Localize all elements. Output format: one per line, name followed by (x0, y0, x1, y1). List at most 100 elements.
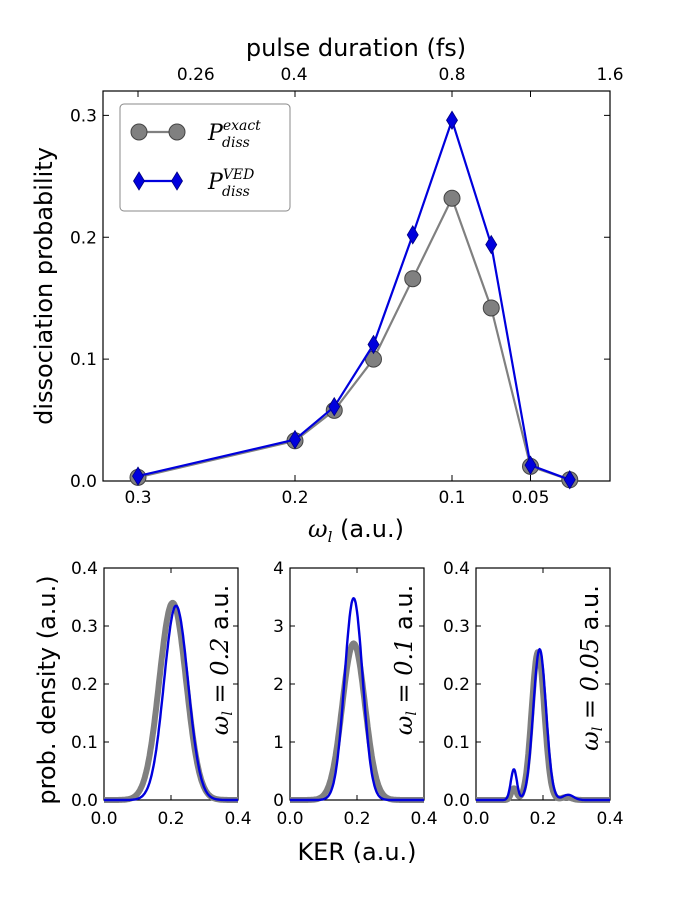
main-point-VED (446, 110, 458, 131)
main-top-axis-title: pulse duration (fs) (246, 34, 466, 62)
ker-x-axis-title: KER (a.u.) (297, 838, 416, 866)
ker-panel-a-x-tick-label: 0.4 (224, 809, 251, 829)
main-x-tick-label: 0.2 (281, 488, 308, 508)
ker-panel-b-x-tick-label: 0.4 (410, 809, 437, 829)
main-x-axis-title: ωl (a.u.) (308, 515, 404, 546)
ker-panel-c-series (473, 648, 613, 803)
ker-panel-c-annotation-sub: l (590, 727, 606, 731)
ker-panel-c-x-tick-label: 0.2 (529, 809, 556, 829)
legend-ved-sub: diss (222, 184, 250, 200)
main-x-tick-label: 0.1 (438, 488, 465, 508)
main-point-VED (406, 225, 419, 245)
main-top-tick-label: 1.6 (596, 65, 623, 85)
legend-exact-sup: exact (223, 118, 261, 134)
legend-exact-sub: diss (222, 135, 250, 151)
ker-panel-a-y-tick-label: 0.0 (71, 791, 98, 811)
main-point-exact (482, 299, 500, 317)
ker-panel-a-series (101, 599, 241, 803)
legend-ved-main: P (207, 170, 224, 195)
main-top-tick-label: 0.4 (280, 65, 307, 85)
main-point-VED (563, 470, 576, 490)
ker-panel-b-annotation: ωl = 0.1 a.u. (390, 585, 420, 735)
ker-panel-a-annotation-unit: a.u. (206, 585, 234, 638)
ker-panel-b-y-tick-label: 1 (273, 733, 284, 753)
ker-panel-b-y-tick-label: 2 (273, 675, 284, 695)
legend: Pexact diss PVED diss (119, 103, 291, 212)
ker-panel-c-y-tick-label: 0.4 (443, 559, 470, 579)
ker-panel-a-y-tick-label: 0.4 (71, 559, 98, 579)
ker-panel-b-series (287, 597, 427, 803)
ker-panel-a-annotation: ωl = 0.2 a.u. (206, 585, 236, 735)
ker-panel-b-x-tick-label: 0.2 (343, 809, 370, 829)
ker-panel-a-annotation-symbol: ω (206, 716, 234, 736)
pA-curve-VED (103, 604, 239, 802)
pB-curve-VED (289, 597, 425, 802)
main-y-tick-label: 0.1 (70, 350, 97, 370)
ker-panel-a-annotation-sub: l (220, 711, 236, 715)
ker-panel-a-y-tick-label: 0.2 (71, 675, 98, 695)
ker-panel-c-y-tick-label: 0.0 (443, 791, 470, 811)
legend-exact-label: Pexact diss (207, 118, 261, 151)
main-point-VED (367, 334, 380, 355)
ker-panel-c-x-tick-label: 0.0 (462, 809, 489, 829)
main-point-VED (289, 429, 301, 450)
legend-box (119, 103, 291, 212)
main-series (129, 110, 579, 490)
ker-panel-a: 0.0 0.1 0.2 0.3 0.4 0.0 0.2 0.4 ωl = 0.2… (33, 559, 252, 829)
legend-ved-marker (171, 171, 183, 191)
ker-panel-c: 0.0 0.1 0.2 0.3 0.4 0.0 0.2 0.4 ωl = 0.0… (443, 559, 624, 829)
ker-panel-b-y-tick-label: 0 (273, 791, 284, 811)
ker-panel-b-annotation-unit: a.u. (390, 585, 418, 638)
main-x-tick-label: 0.3 (124, 488, 151, 508)
main-x-tick-label: 0.05 (512, 488, 550, 508)
ker-panel-b-annotation-sub: l (404, 711, 420, 715)
legend-exact-main: P (207, 121, 224, 146)
main-y-tick-label: 0.2 (70, 228, 97, 248)
ker-panel-a-annotation-value: = 0.2 (206, 638, 234, 712)
main-y-tick-label: 0.0 (70, 472, 97, 492)
ker-panel-c-annotation: ωl = 0.05 a.u. (576, 585, 606, 751)
ker-panel-a-y-tick-label: 0.1 (71, 733, 98, 753)
ker-panel-b-y-tick-label: 4 (273, 559, 284, 579)
main-y-tick-label: 0.3 (70, 106, 97, 126)
main-point-VED (328, 396, 341, 417)
legend-ved-sup: VED (223, 167, 255, 183)
ker-panel-b-annotation-value: = 0.1 (390, 638, 418, 712)
ker-panel-c-annotation-value: = 0.05 (576, 638, 604, 727)
pC-curve-VED (475, 648, 611, 802)
ker-panel-a-y-tick-label: 0.3 (71, 617, 98, 637)
ker-panel-a-x-tick-label: 0.0 (90, 809, 117, 829)
ker-panel-c-annotation-unit: a.u. (576, 585, 604, 638)
main-ticks (103, 91, 610, 482)
ker-panel-c-y-tick-label: 0.2 (443, 675, 470, 695)
main-point-exact (404, 270, 422, 288)
ker-panel-b-x-tick-label: 0.0 (276, 809, 303, 829)
legend-ved-marker (133, 171, 145, 191)
main-x-axis-symbol: ω (308, 515, 328, 543)
ker-y-axis-title: prob. density (a.u.) (33, 575, 61, 804)
main-y-axis-title: dissociation probability (30, 147, 58, 425)
ker-panel-b-y-tick-label: 3 (273, 617, 284, 637)
main-plot: 0.0 0.1 0.2 0.3 0.3 0.2 0.1 0.05 0.26 0.… (30, 34, 624, 546)
main-point-VED (485, 234, 498, 255)
ker-panel-b-annotation-symbol: ω (390, 716, 418, 736)
main-top-tick-label: 0.8 (438, 65, 465, 85)
main-series-line-exact (137, 195, 571, 481)
main-top-tick-label: 0.26 (177, 65, 215, 85)
ker-panel-a-x-tick-label: 0.2 (157, 809, 184, 829)
main-x-axis-subscript: l (328, 528, 333, 546)
legend-ved-label: PVED diss (207, 167, 254, 200)
main-x-axis-unit: (a.u.) (332, 515, 404, 543)
ker-panel-c-y-tick-label: 0.3 (443, 617, 470, 637)
main-point-exact (443, 189, 461, 207)
main-point-VED (524, 455, 537, 475)
main-point-VED (132, 466, 144, 486)
legend-exact-marker (130, 123, 148, 141)
ker-panel-c-y-tick-label: 0.1 (443, 733, 470, 753)
main-plot-frame (102, 90, 611, 482)
ker-panel-b: 0 1 2 3 4 0.0 0.2 0.4 ωl = 0.1 a.u. KER … (273, 559, 437, 866)
ker-panel-c-annotation-symbol: ω (576, 731, 604, 751)
ker-panel-c-x-tick-label: 0.4 (596, 809, 623, 829)
legend-exact-marker (168, 123, 186, 141)
